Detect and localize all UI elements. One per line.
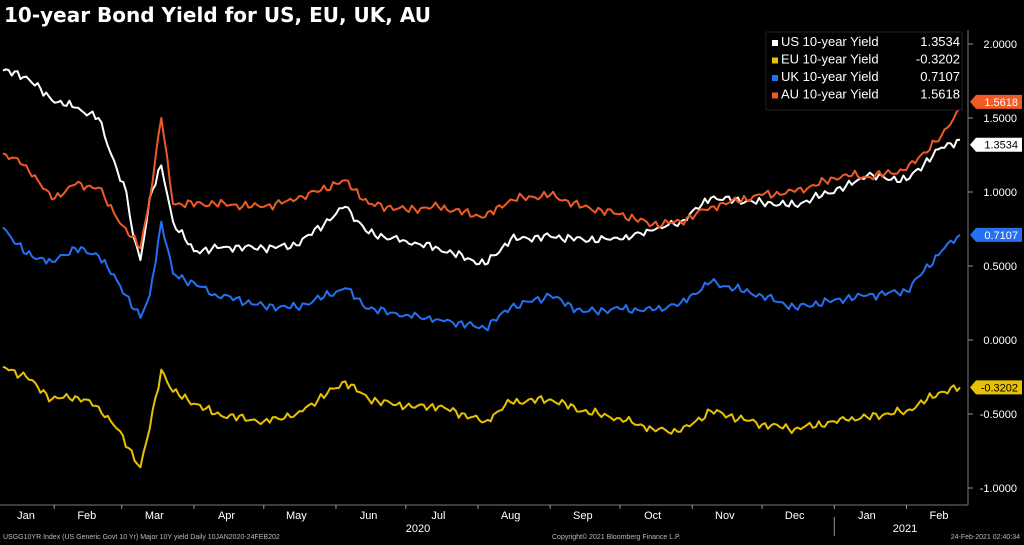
legend-swatch (772, 92, 778, 99)
last-value-tag-uk: 0.7107 (970, 227, 1022, 242)
last-value-label: 0.7107 (984, 230, 1018, 242)
legend-box (765, 31, 963, 111)
chart-title: 10-year Bond Yield for US, EU, UK, AU (4, 3, 431, 27)
last-value-label: 1.3534 (984, 140, 1018, 152)
x-tick-label: Jan (17, 510, 35, 522)
x-tick-label: Feb (930, 510, 949, 522)
x-tick-label: May (286, 510, 307, 522)
y-tick-label: 1.5000 (983, 113, 1017, 125)
legend-entry-name: EU 10-year Yield (781, 52, 879, 67)
legend-entry-value: 1.5618 (920, 87, 960, 102)
x-tick-label: Dec (785, 510, 805, 522)
last-value-tag-bg (970, 137, 1022, 152)
x-tick-label: Aug (501, 510, 521, 522)
last-value-tag-bg (970, 227, 1022, 242)
y-tick-label: 1.0000 (983, 187, 1017, 199)
x-tick-label: Jul (431, 510, 445, 522)
y-tick-label: 0.5000 (983, 261, 1017, 273)
legend-swatch (772, 75, 778, 81)
x-tick-label: Nov (715, 510, 735, 522)
y-tick-label: 0.0000 (983, 335, 1017, 347)
legend-entry-value: -0.3202 (916, 52, 960, 67)
legend-entry-name: AU 10-year Yield (781, 87, 879, 102)
x-tick-label: Jan (858, 510, 876, 522)
series-line-uk (2, 220, 961, 332)
last-value-tag-us: 1.3534 (970, 137, 1022, 152)
legend-entry-value: 1.3534 (920, 34, 960, 49)
x-tick-label: Jun (360, 510, 378, 522)
x-tick-label: Sep (573, 510, 593, 522)
legend: US 10-year Yield 1.3534 EU 10-year Yield -0… (765, 31, 963, 111)
footer-source-note: USGG10YR Index (US Generic Govt 10 Yr) M… (3, 534, 280, 541)
legend-entry-name: US 10-year Yield (781, 34, 879, 49)
series-line-eu (2, 365, 961, 469)
x-year-label: 2021 (893, 523, 917, 535)
y-tick-label: -0.5000 (980, 409, 1017, 421)
legend-swatch (772, 57, 778, 64)
y-tick-label: -1.0000 (980, 483, 1017, 495)
legend-entry-value: 0.7107 (920, 69, 960, 84)
x-year-label: 2020 (406, 523, 430, 535)
last-value-label: 1.5618 (984, 97, 1018, 109)
y-tick-label: 2.0000 (983, 39, 1017, 51)
x-tick-label: Apr (218, 510, 235, 522)
x-tick-label: Oct (644, 510, 661, 522)
x-tick-label: Mar (145, 510, 164, 522)
legend-entry-name: UK 10-year Yield (781, 69, 879, 84)
footer-timestamp: 24-Feb-2021 02:40:34 (950, 534, 1020, 541)
legend-swatch (772, 40, 778, 46)
last-value-tag-bg (970, 94, 1022, 109)
last-value-tag-bg (970, 380, 1022, 395)
series-line-au (2, 108, 961, 250)
series-line-us (2, 68, 961, 266)
last-value-label: -0.3202 (981, 382, 1018, 394)
last-value-tag-au: 1.5618 (970, 94, 1022, 109)
last-value-tag-eu: -0.3202 (970, 380, 1022, 395)
x-tick-label: Feb (77, 510, 96, 522)
footer-copyright: Copyright© 2021 Bloomberg Finance L.P. (552, 534, 681, 541)
